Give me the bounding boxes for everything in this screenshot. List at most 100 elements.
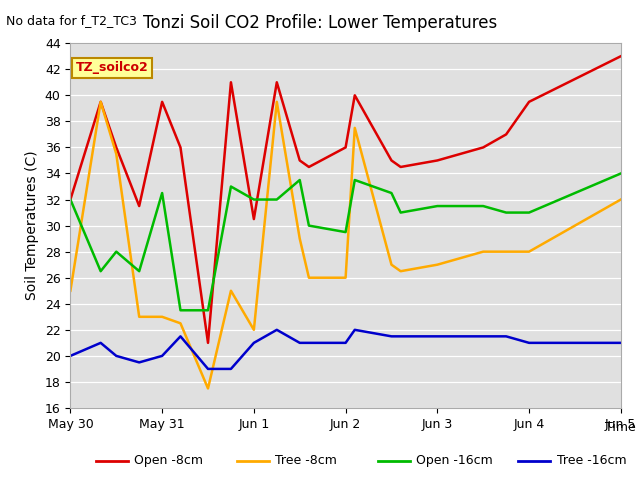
- Tree -8cm: [617, 197, 625, 203]
- Tree -8cm: [250, 327, 258, 333]
- Tree -16cm: [273, 327, 280, 333]
- Tree -16cm: [433, 334, 441, 339]
- Open -8cm: [305, 164, 313, 170]
- Tree -16cm: [502, 334, 510, 339]
- Open -8cm: [158, 99, 166, 105]
- Text: Tree -8cm: Tree -8cm: [275, 454, 337, 468]
- Line: Open -16cm: Open -16cm: [70, 173, 621, 310]
- Tree -16cm: [204, 366, 212, 372]
- Tree -16cm: [113, 353, 120, 359]
- Open -8cm: [456, 151, 464, 157]
- Tree -16cm: [617, 340, 625, 346]
- Open -16cm: [397, 210, 404, 216]
- Tree -16cm: [351, 327, 358, 333]
- Open -8cm: [204, 340, 212, 346]
- Open -16cm: [177, 307, 184, 313]
- Open -8cm: [97, 99, 104, 105]
- Tree -8cm: [136, 314, 143, 320]
- Tree -8cm: [204, 385, 212, 391]
- Open -16cm: [433, 203, 441, 209]
- Y-axis label: Soil Temperatures (C): Soil Temperatures (C): [25, 151, 39, 300]
- Tree -8cm: [479, 249, 487, 254]
- Open -16cm: [388, 190, 396, 196]
- Open -16cm: [617, 170, 625, 176]
- Tree -16cm: [305, 340, 313, 346]
- Text: Tonzi Soil CO2 Profile: Lower Temperatures: Tonzi Soil CO2 Profile: Lower Temperatur…: [143, 14, 497, 33]
- Tree -8cm: [158, 314, 166, 320]
- Tree -8cm: [177, 321, 184, 326]
- Tree -8cm: [342, 275, 349, 281]
- Tree -8cm: [113, 151, 120, 157]
- Open -16cm: [479, 203, 487, 209]
- Open -16cm: [351, 177, 358, 183]
- Tree -16cm: [388, 334, 396, 339]
- Tree -16cm: [227, 366, 235, 372]
- Open -8cm: [351, 93, 358, 98]
- Open -8cm: [136, 203, 143, 209]
- Tree -8cm: [67, 288, 74, 294]
- Tree -8cm: [433, 262, 441, 267]
- Open -16cm: [113, 249, 120, 254]
- Open -8cm: [397, 164, 404, 170]
- Open -16cm: [97, 268, 104, 274]
- Open -8cm: [227, 79, 235, 85]
- Open -8cm: [479, 144, 487, 150]
- Tree -8cm: [397, 268, 404, 274]
- Open -16cm: [525, 210, 533, 216]
- Tree -8cm: [273, 99, 280, 105]
- Tree -16cm: [525, 340, 533, 346]
- Text: No data for f_T2_TC3: No data for f_T2_TC3: [6, 14, 137, 27]
- Tree -16cm: [342, 340, 349, 346]
- Tree -8cm: [388, 262, 396, 267]
- Text: TZ_soilco2: TZ_soilco2: [76, 61, 148, 74]
- Open -8cm: [177, 144, 184, 150]
- Open -16cm: [204, 307, 212, 313]
- Tree -8cm: [525, 249, 533, 254]
- Open -16cm: [296, 177, 303, 183]
- Tree -16cm: [397, 334, 404, 339]
- Text: Tree -16cm: Tree -16cm: [557, 454, 627, 468]
- Line: Tree -8cm: Tree -8cm: [70, 102, 621, 388]
- Open -16cm: [227, 184, 235, 190]
- Open -16cm: [305, 223, 313, 228]
- Open -16cm: [502, 210, 510, 216]
- Tree -16cm: [158, 353, 166, 359]
- Line: Tree -16cm: Tree -16cm: [70, 330, 621, 369]
- Open -16cm: [250, 197, 258, 203]
- Open -16cm: [273, 197, 280, 203]
- Open -8cm: [113, 144, 120, 150]
- Tree -8cm: [502, 249, 510, 254]
- Tree -16cm: [136, 360, 143, 365]
- Open -16cm: [136, 268, 143, 274]
- Tree -8cm: [97, 99, 104, 105]
- Tree -16cm: [177, 334, 184, 339]
- Text: Open -8cm: Open -8cm: [134, 454, 204, 468]
- Tree -16cm: [479, 334, 487, 339]
- Tree -16cm: [250, 340, 258, 346]
- Tree -8cm: [305, 275, 313, 281]
- Open -8cm: [250, 216, 258, 222]
- Line: Open -8cm: Open -8cm: [70, 56, 621, 343]
- Tree -8cm: [456, 255, 464, 261]
- Tree -16cm: [456, 334, 464, 339]
- Open -8cm: [342, 144, 349, 150]
- Open -8cm: [273, 79, 280, 85]
- Text: Open -16cm: Open -16cm: [416, 454, 493, 468]
- Open -16cm: [456, 203, 464, 209]
- Open -8cm: [502, 132, 510, 137]
- Open -8cm: [296, 157, 303, 163]
- Tree -16cm: [296, 340, 303, 346]
- Tree -8cm: [296, 236, 303, 241]
- Text: Time: Time: [605, 421, 636, 434]
- Tree -8cm: [227, 288, 235, 294]
- Open -8cm: [617, 53, 625, 59]
- Open -16cm: [342, 229, 349, 235]
- Open -8cm: [525, 99, 533, 105]
- Open -8cm: [388, 157, 396, 163]
- Open -8cm: [67, 197, 74, 203]
- Tree -16cm: [97, 340, 104, 346]
- Tree -8cm: [351, 125, 358, 131]
- Open -8cm: [433, 157, 441, 163]
- Open -16cm: [67, 197, 74, 203]
- Open -16cm: [158, 190, 166, 196]
